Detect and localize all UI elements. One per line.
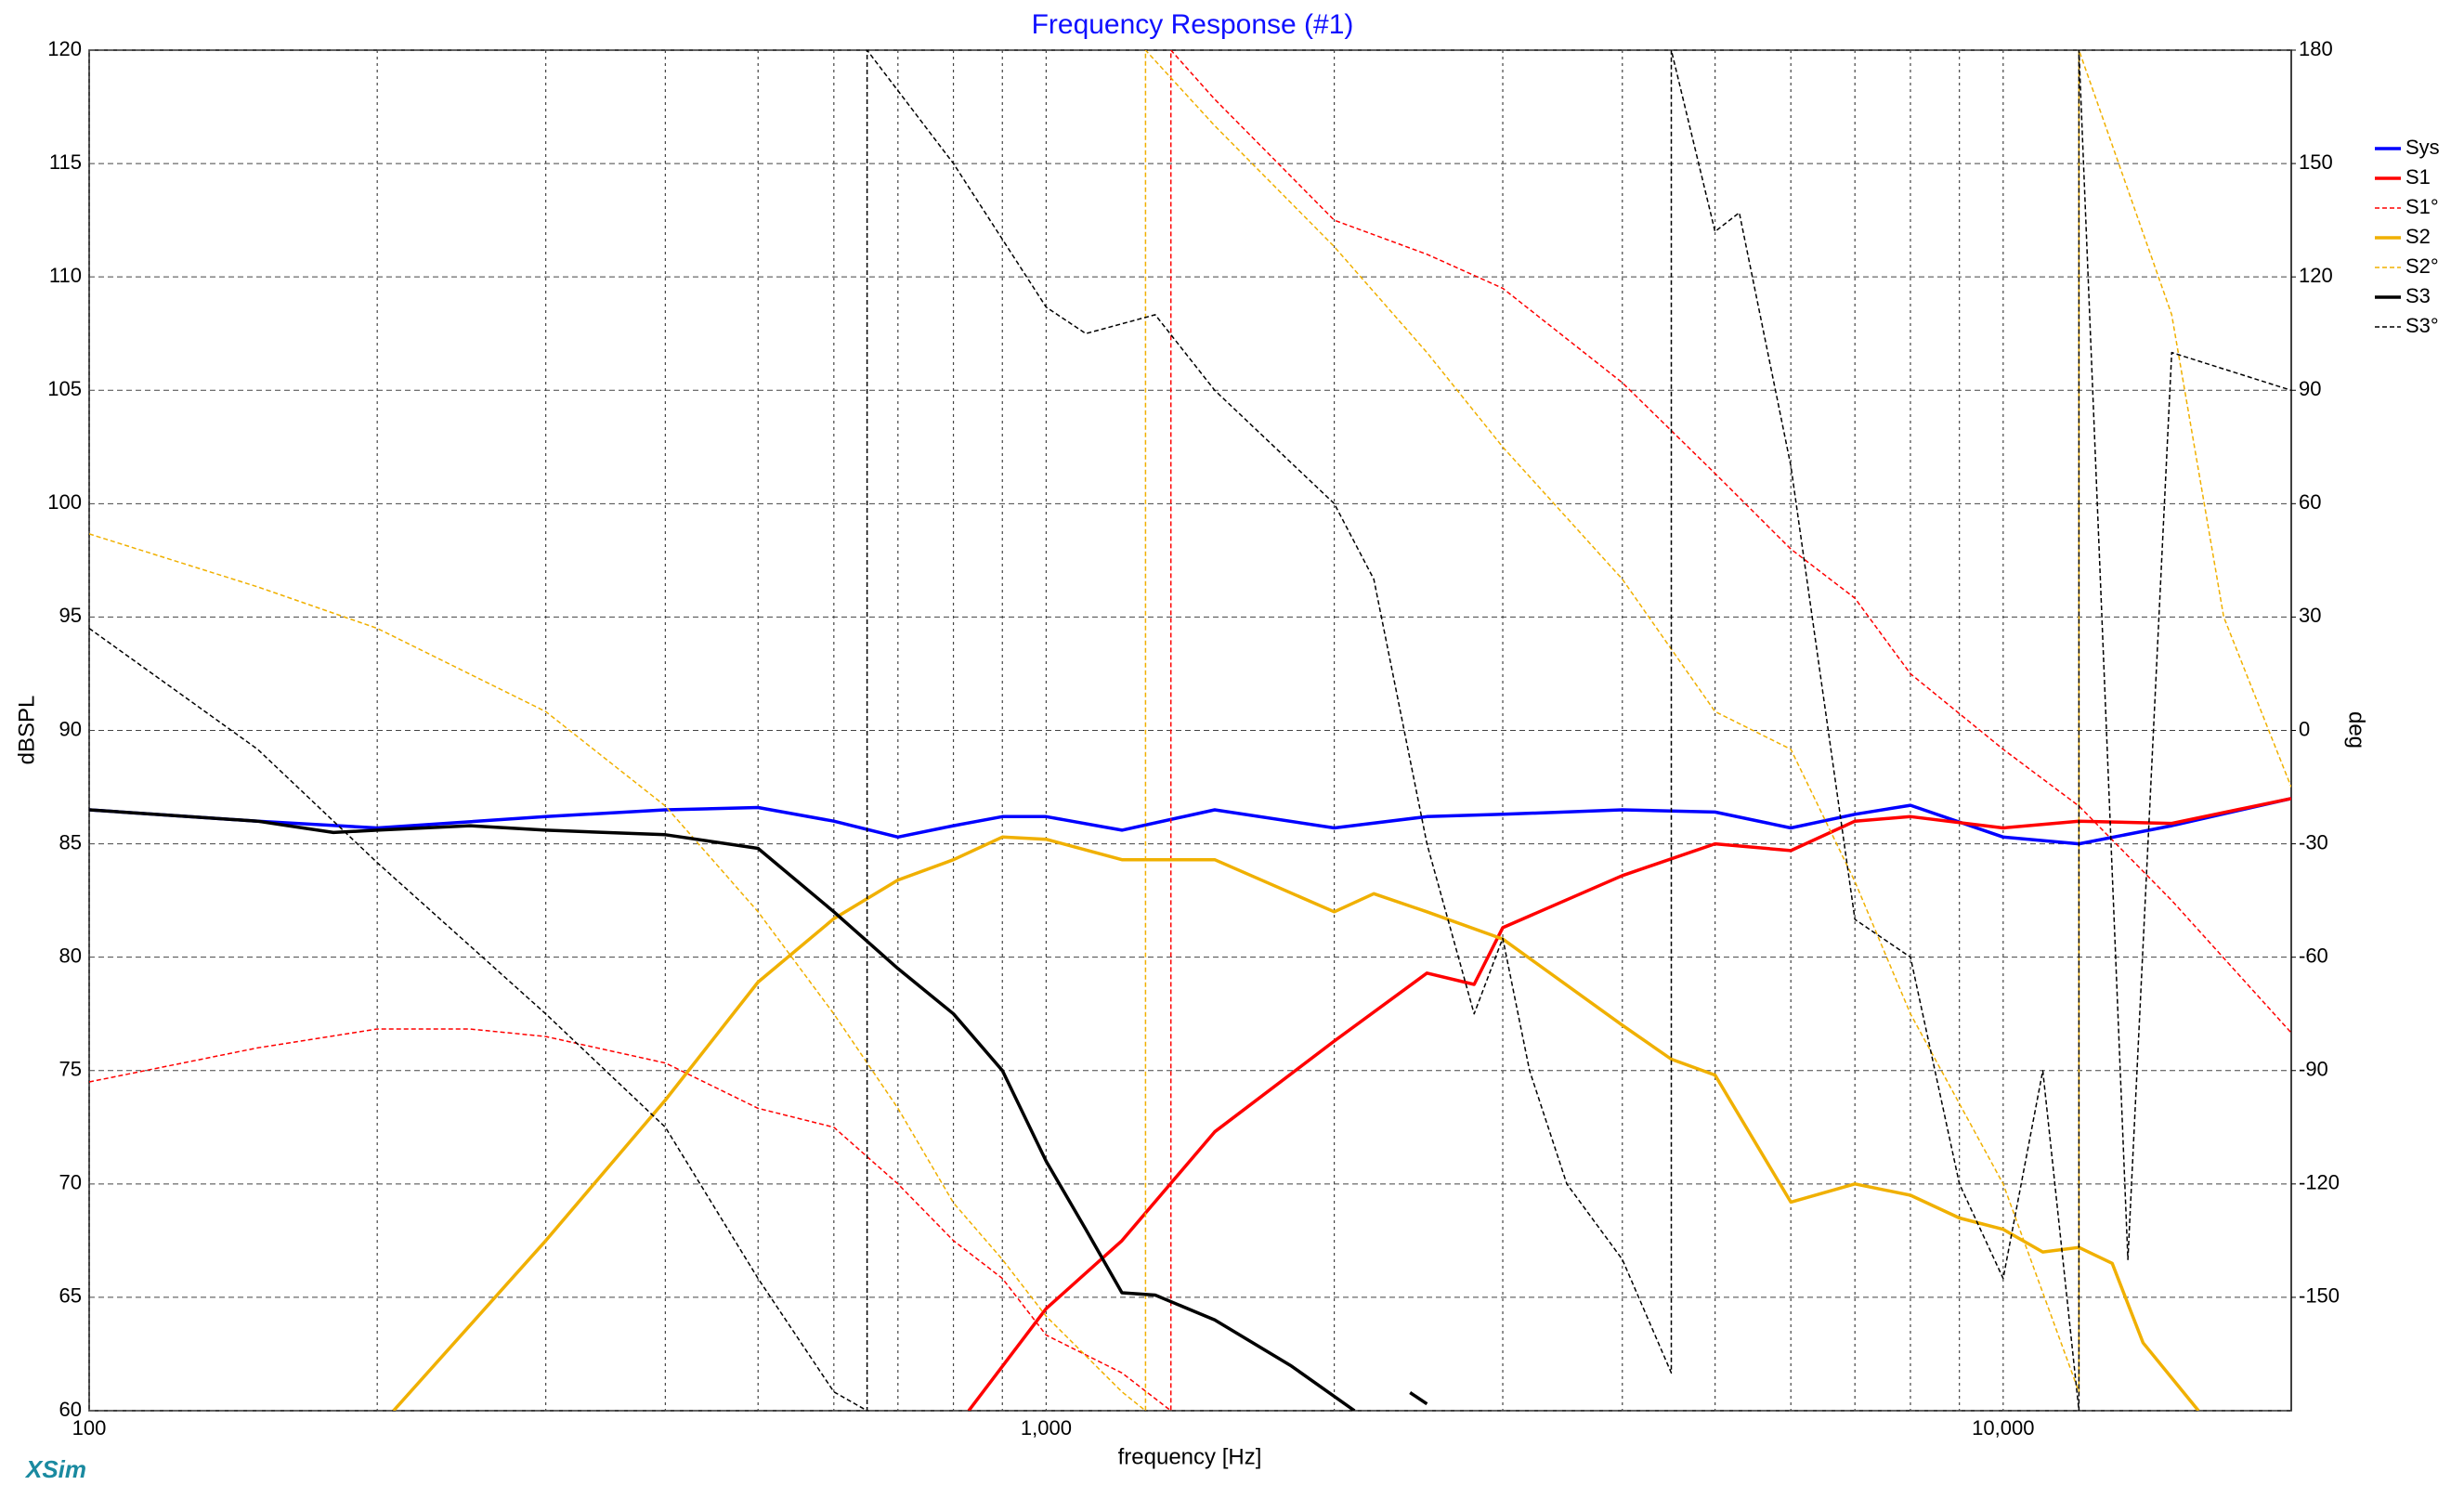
y-tick-label: 105 [47,377,82,400]
x-tick-label: 100 [72,1416,107,1439]
legend-label: S3° [2405,314,2439,337]
y-axis-label: dBSPL [14,696,39,765]
y-tick-label: 60 [59,1398,82,1421]
y-tick-label: 95 [59,604,82,627]
series-line [89,50,2291,1411]
y2-tick-label: -150 [2299,1284,2340,1308]
chart-title: Frequency Response (#1) [1032,9,1354,40]
y2-tick-label: -60 [2299,944,2328,967]
y-tick-label: 100 [47,490,82,514]
x-tick-label: 1,000 [1021,1416,1072,1439]
y2-axis-label: deg [2344,711,2369,749]
y2-tick-label: -90 [2299,1058,2328,1081]
legend-label: S2 [2405,225,2431,248]
y-tick-label: 80 [59,944,82,967]
y2-tick-label: 180 [2299,37,2333,60]
y-tick-label: 85 [59,830,82,853]
watermark: XSim [24,1455,86,1483]
y2-tick-label: 150 [2299,150,2333,174]
series-line [967,797,2291,1411]
y-tick-label: 115 [49,150,82,174]
y-tick-label: 70 [59,1171,82,1194]
y-tick-label: 120 [47,37,82,60]
series-line [392,835,2200,1411]
y-tick-label: 110 [49,264,82,287]
legend-label: S2° [2405,254,2439,278]
legend-label: Sys [2405,136,2440,159]
series-line [1409,1391,1428,1406]
y2-tick-label: 60 [2299,490,2321,514]
x-tick-label: 10,000 [1972,1416,2034,1439]
series-line [89,50,2291,1411]
y2-tick-label: 90 [2299,377,2321,400]
y2-tick-label: 0 [2299,717,2310,740]
y2-tick-label: 120 [2299,264,2333,287]
series-line [89,808,1356,1411]
legend-label: S3 [2405,284,2431,307]
y-tick-label: 75 [59,1058,82,1081]
y2-tick-label: -120 [2299,1171,2340,1194]
y-tick-label: 90 [59,717,82,740]
series-line [89,50,2291,1411]
legend-label: S1 [2405,165,2431,189]
legend-label: S1° [2405,195,2439,218]
y-tick-label: 65 [59,1284,82,1308]
y2-tick-label: -30 [2299,830,2328,853]
y2-tick-label: 30 [2299,604,2321,627]
series-line [89,797,2291,846]
x-axis-label: frequency [Hz] [1118,1444,1262,1469]
